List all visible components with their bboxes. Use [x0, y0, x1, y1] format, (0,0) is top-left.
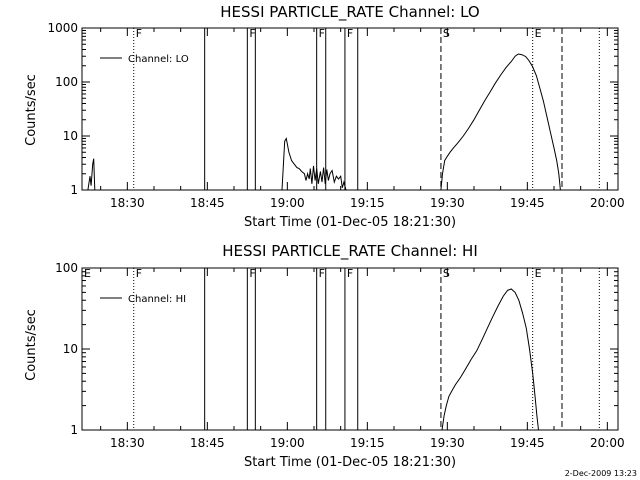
lo-flag-label: F: [347, 27, 353, 40]
hi-flag-label: E: [84, 267, 91, 280]
lo-flag-label: E: [535, 27, 542, 40]
hi-xtick-label: 20:00: [590, 436, 625, 450]
hi-flag-lines: [133, 268, 600, 430]
lo-legend-label: Channel: LO: [128, 54, 189, 65]
lo-flag-label: F: [136, 27, 142, 40]
lo-xtick-label: 20:00: [590, 196, 625, 210]
hi-xtick-label: 18:30: [110, 436, 145, 450]
lo-plot-frame: [81, 27, 619, 191]
hi-series-line: [441, 288, 539, 430]
hi-legend-label: Channel: HI: [128, 294, 186, 305]
lo-xtick-label: 18:45: [190, 196, 225, 210]
hi-xtick-label: 19:45: [510, 436, 545, 450]
hi-flag-label: S: [443, 267, 450, 280]
lo-flag-lines: [133, 28, 600, 190]
lo-xtick-label: 19:15: [350, 196, 385, 210]
lo-panel-xlabel: Start Time (01-Dec-05 18:21:30): [244, 215, 456, 230]
lo-series-line: [281, 137, 347, 190]
lo-flag-label: F: [319, 27, 325, 40]
lo-panel-legend: Channel: LO: [100, 54, 189, 65]
hi-channel-panel: HESSI PARTICLE_RATE Channel: HI Start Ti…: [24, 242, 625, 470]
hi-ytick-label: 100: [55, 261, 78, 275]
lo-ytick-label: 100: [55, 75, 78, 89]
hi-panel-title: HESSI PARTICLE_RATE Channel: HI: [222, 242, 478, 261]
hi-flag-label: F: [136, 267, 142, 280]
hi-panel-xlabel: Start Time (01-Dec-05 18:21:30): [244, 455, 456, 470]
lo-ytick-label: 10: [63, 129, 78, 143]
hi-xtick-label: 19:15: [350, 436, 385, 450]
lo-flag-label: F: [249, 27, 255, 40]
hi-ytick-label: 10: [63, 342, 78, 356]
lo-channel-panel: HESSI PARTICLE_RATE Channel: LO Start Ti…: [24, 3, 625, 230]
lo-xtick-label: 19:30: [430, 196, 465, 210]
hi-panel-ylabel: Counts/sec: [24, 309, 39, 381]
hi-flag-label: E: [535, 267, 542, 280]
hi-flag-label: F: [319, 267, 325, 280]
lo-panel-ylabel: Counts/sec: [24, 74, 39, 146]
hi-xtick-label: 19:00: [270, 436, 305, 450]
lo-xtick-label: 18:30: [110, 196, 145, 210]
hi-xtick-label: 19:30: [430, 436, 465, 450]
hi-panel-legend: Channel: HI: [100, 294, 186, 305]
hi-plot-frame: [81, 267, 619, 431]
hi-flag-label: F: [249, 267, 255, 280]
lo-ytick-label: 1: [70, 183, 78, 197]
hi-xtick-label: 18:45: [190, 436, 225, 450]
hi-ytick-label: 1: [70, 423, 78, 437]
hi-flag-label: F: [347, 267, 353, 280]
lo-xtick-label: 19:00: [270, 196, 305, 210]
lo-series-line: [440, 53, 561, 190]
lo-xtick-label: 19:45: [510, 196, 545, 210]
lo-flag-label: S: [443, 27, 450, 40]
lo-series-line: [87, 158, 96, 190]
timestamp: 2-Dec-2009 13:23: [565, 469, 637, 478]
lo-panel-title: HESSI PARTICLE_RATE Channel: LO: [220, 3, 479, 22]
lo-ytick-label: 1000: [47, 21, 78, 35]
